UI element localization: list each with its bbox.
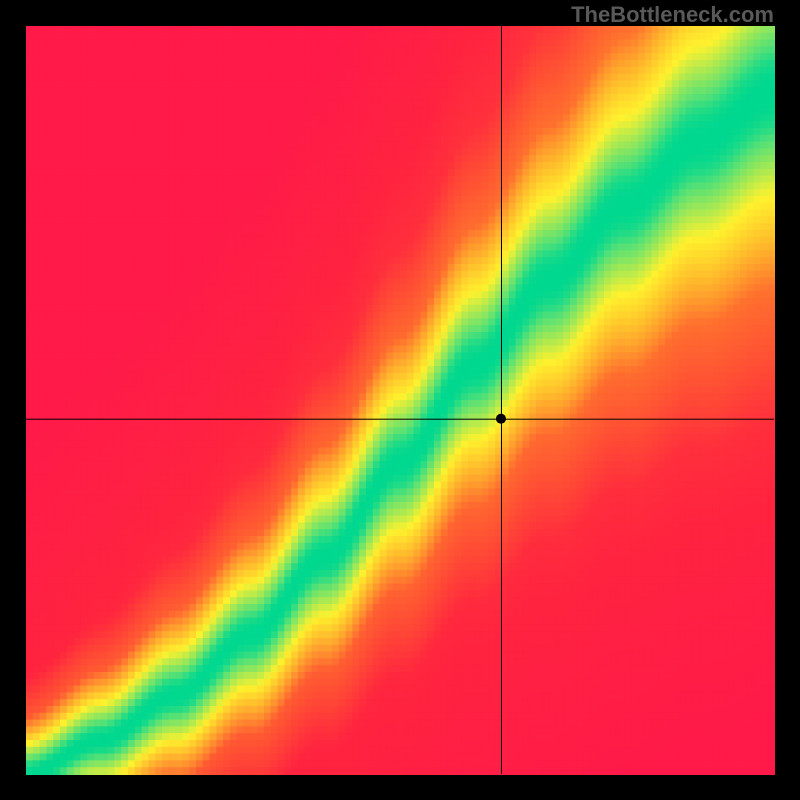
chart-container: TheBottleneck.com: [0, 0, 800, 800]
watermark-text: TheBottleneck.com: [571, 2, 774, 28]
bottleneck-heatmap: [0, 0, 800, 800]
